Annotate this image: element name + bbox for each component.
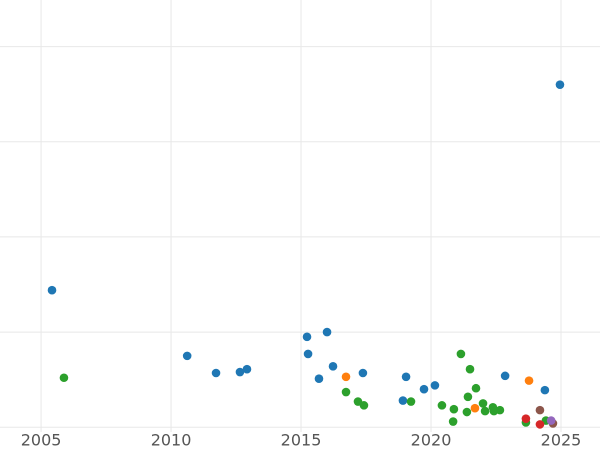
scatter-point [341,372,351,382]
scatter-point [341,387,351,397]
scatter-point [540,385,550,395]
scatter-point [182,351,192,361]
scatter-point [521,414,531,423]
scatter-point [535,420,545,429]
scatter-point [437,401,447,410]
scatter-point [322,327,332,337]
scatter-point [59,373,69,383]
scatter-point [449,404,459,414]
scatter-point [480,406,490,416]
x-tick-label: 2015 [281,431,322,450]
scatter-point [359,401,369,410]
scatter-point [456,349,466,359]
scatter-point [303,349,313,359]
scatter-point [546,416,556,425]
scatter-point [478,399,488,408]
scatter-point [406,397,416,406]
scatter-point [495,405,505,415]
x-tick-label: 2010 [151,431,192,450]
scatter-point [314,374,324,384]
scatter-point [470,403,480,413]
scatter-point [465,364,475,374]
scatter-point [419,384,429,394]
x-tick-label: 2005 [21,431,62,450]
scatter-point [524,376,534,385]
scatter-point [555,80,565,89]
scatter-point [398,396,408,405]
scatter-point [462,407,472,417]
scatter-point [535,405,545,415]
scatter-point [211,368,221,378]
x-tick-label: 2020 [411,431,452,450]
scatter-point [471,383,481,393]
scatter-point [302,332,312,342]
scatter-point [401,372,411,382]
x-tick-label: 2025 [541,431,582,450]
scatter-point [242,364,252,374]
scatter-point [47,285,57,295]
scatter-point [500,371,510,381]
scatter-point [448,417,458,426]
scatter-point [358,368,368,378]
scatter-point [328,362,338,371]
scatter-point [430,381,440,390]
scatter-point [463,392,473,402]
scatter-point [235,367,245,377]
